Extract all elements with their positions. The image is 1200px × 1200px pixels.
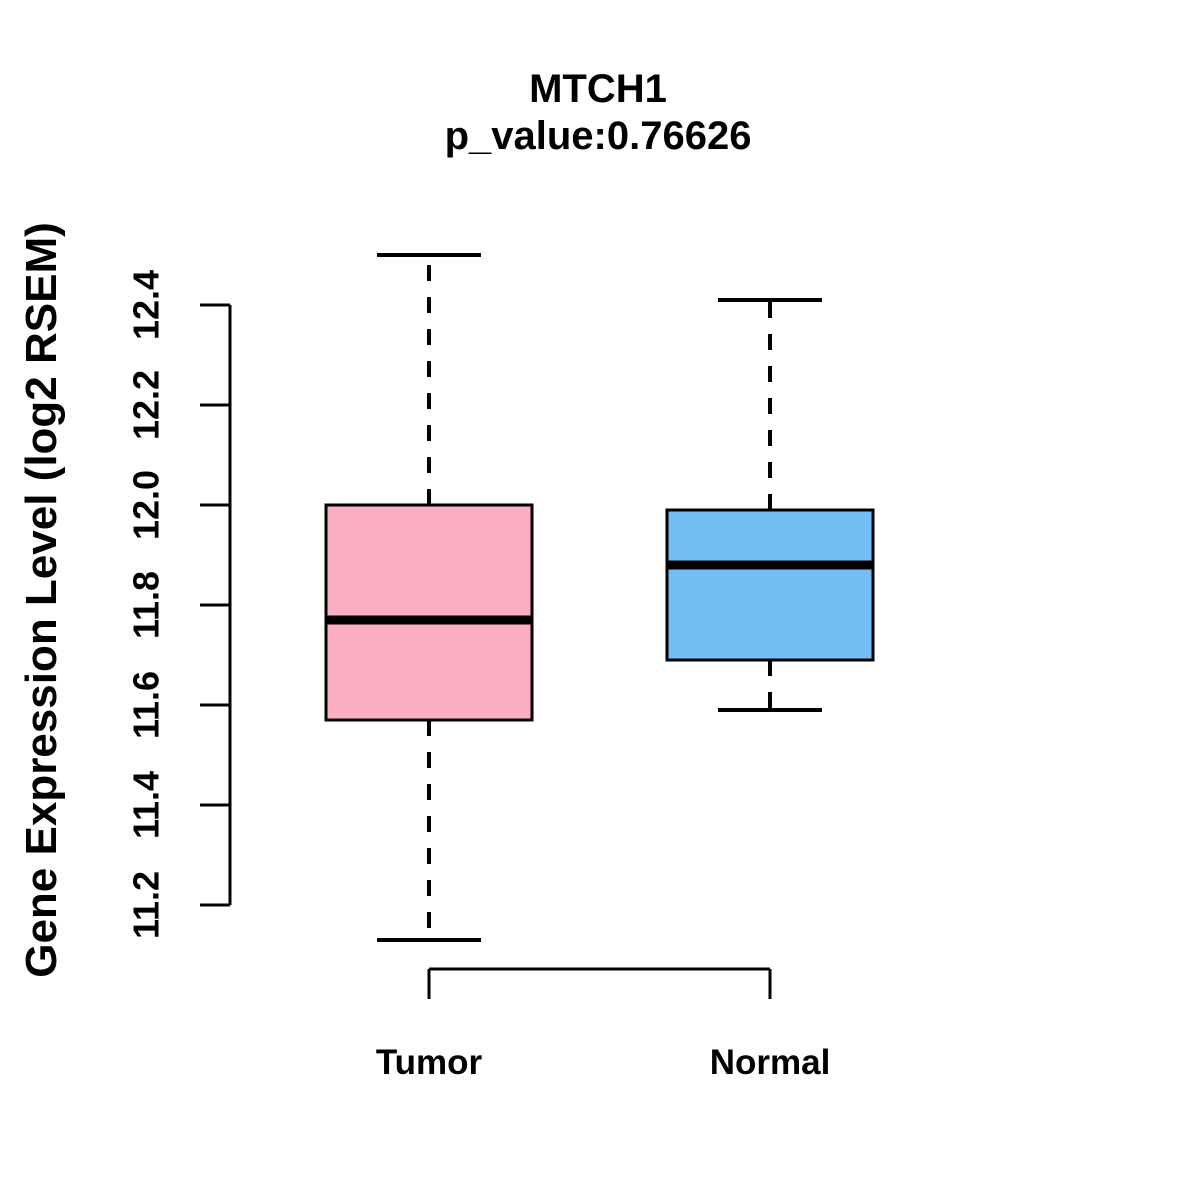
normal-box (665, 508, 875, 662)
chart-subtitle-pvalue: p_value:0.76626 (444, 114, 752, 158)
y-tick-label: 12.2 (126, 370, 167, 440)
y-tick-label: 11.6 (126, 671, 167, 739)
y-tick-label: 12.0 (126, 470, 167, 540)
x-category-label-normal: Normal (710, 1043, 831, 1082)
chart-title: MTCH1 (529, 67, 667, 111)
y-tick-label: 11.8 (126, 571, 167, 639)
y-tick-label: 12.4 (126, 270, 167, 340)
x-category-label-tumor: Tumor (376, 1043, 483, 1082)
y-tick-label: 11.4 (126, 771, 167, 839)
title-block: MTCH1 p_value:0.76626 (445, 66, 752, 160)
tumor-box (324, 503, 534, 722)
y-tick-label: 11.2 (126, 871, 167, 939)
